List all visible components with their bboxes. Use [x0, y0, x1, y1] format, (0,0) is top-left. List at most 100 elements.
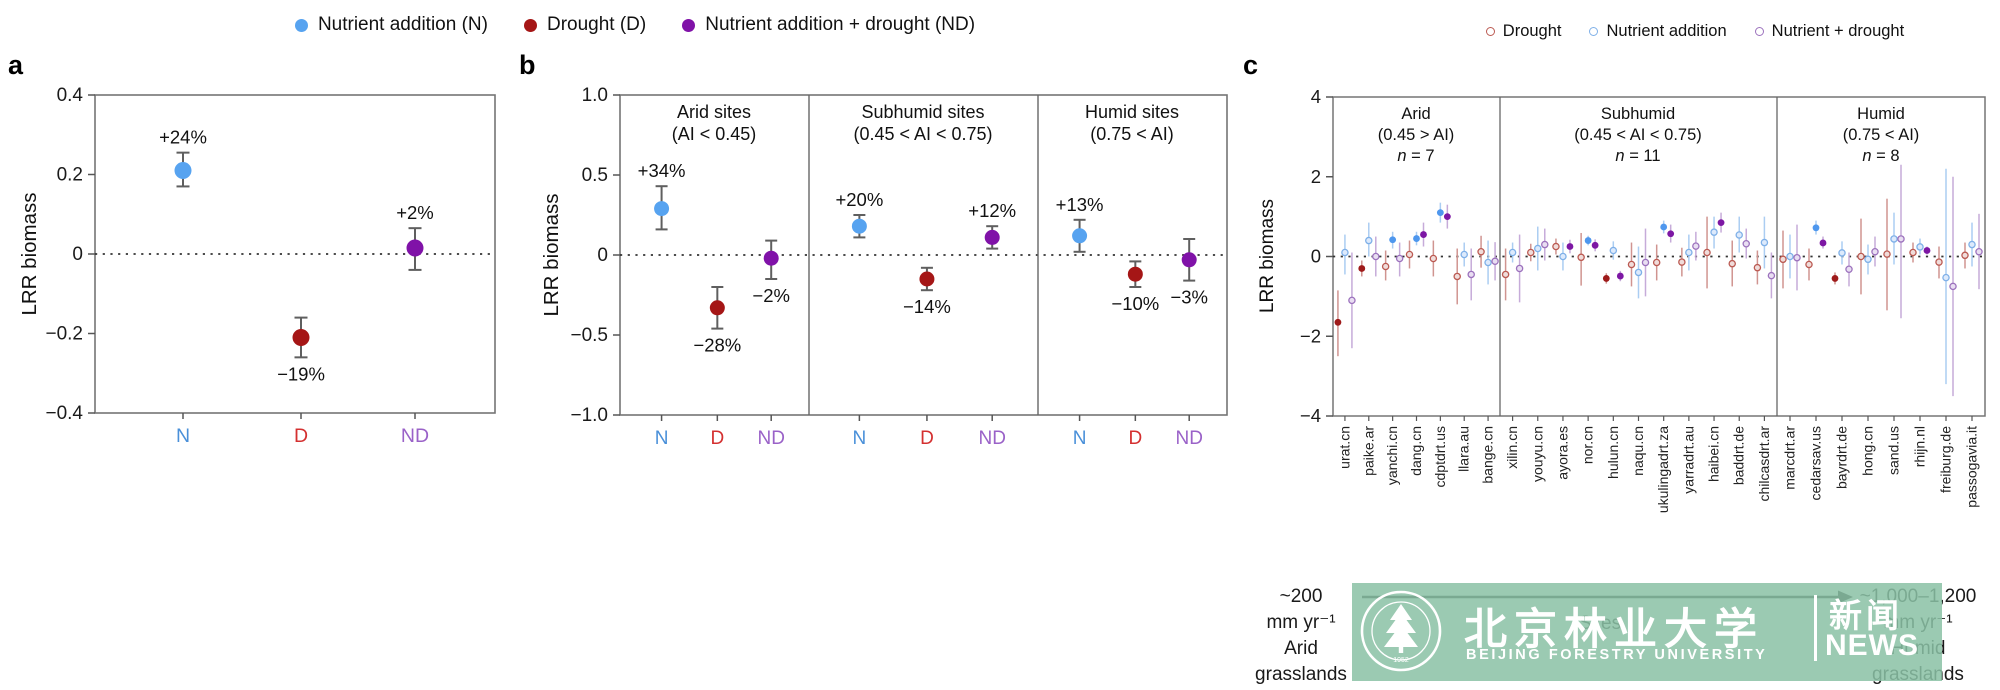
data-point-d [1627, 260, 1636, 269]
data-point-n [1413, 235, 1420, 242]
percent-label: +34% [638, 160, 686, 181]
site-label: youyu.cn [1529, 426, 1545, 482]
data-point-d [1857, 252, 1865, 261]
category-label-ND: ND [978, 428, 1005, 449]
data-point-n [1389, 236, 1397, 244]
drought-dot-icon [523, 18, 537, 32]
data-point-d [1453, 272, 1461, 281]
data-point-N [851, 218, 867, 234]
site-label: paike.ar [1360, 426, 1376, 476]
nutrient-dot-icon [294, 18, 308, 32]
y-tick-label: −4 [1300, 405, 1321, 426]
data-point-nd [1372, 252, 1380, 261]
y-tick-label: 0 [1311, 246, 1321, 267]
data-point-d [1753, 263, 1762, 272]
data-point-nd [1348, 296, 1356, 305]
data-point-D [919, 271, 935, 287]
data-point-d [1405, 250, 1414, 259]
category-label-D: D [920, 428, 934, 449]
category-label-D: D [294, 425, 308, 447]
legend-item-label: Drought [1502, 22, 1562, 40]
site-label: baddrt.de [1731, 426, 1747, 485]
category-label-N: N [1073, 428, 1087, 449]
data-point-ND [406, 239, 424, 257]
percent-label: −14% [903, 296, 951, 317]
data-point-d [1703, 248, 1711, 257]
data-point-nd [1667, 230, 1675, 238]
data-point-nd [1871, 247, 1879, 256]
data-point-N [174, 162, 192, 180]
subpanel-header-subhumid: Subhumid sites (0.45 < AI < 0.75) [853, 102, 993, 144]
university-name-en: BEIJING FORESTRY UNIVERSITY [1466, 647, 1768, 663]
watermark-banner: 1952 北京林业大学 BEIJING FORESTRY UNIVERSITY … [1352, 583, 1942, 681]
data-point-n [1634, 268, 1643, 277]
y-tick-label: 0.5 [582, 165, 608, 186]
data-point-n [1341, 248, 1349, 257]
data-point-n [1942, 273, 1950, 282]
data-point-d [1334, 318, 1342, 326]
site-label: passogavia.it [1964, 426, 1980, 508]
site-label: rhijn.nl [1912, 426, 1928, 467]
data-point-n [1838, 249, 1846, 257]
data-point-n [1968, 240, 1976, 249]
data-point-nd [1541, 240, 1549, 249]
data-point-n [1812, 224, 1820, 232]
y-tick-label: −1.0 [570, 405, 608, 426]
data-point-D [709, 300, 725, 316]
news-label-cn: 新闻 [1829, 597, 1903, 634]
percent-label: +20% [835, 189, 883, 210]
subpanel-header-humid: Humid sites (0.75 < AI) [1084, 102, 1180, 144]
data-point-n [1660, 223, 1668, 231]
y-tick-label: −0.5 [570, 325, 608, 346]
legend-item-label: Nutrient addition + drought (ND) [705, 14, 976, 35]
data-point-nd [1717, 219, 1725, 227]
data-point-nd [1467, 270, 1475, 279]
site-label: yarradrt.au [1680, 426, 1696, 494]
data-point-d [1831, 275, 1839, 282]
percent-label: +13% [1056, 194, 1104, 215]
data-point-n [1534, 244, 1542, 253]
data-point-N [1072, 228, 1088, 244]
data-point-d [1381, 262, 1390, 271]
group-header-subhumid: Subhumid (0.45 < AI < 0.75) n = 11 [1574, 105, 1702, 165]
category-label-N: N [176, 425, 190, 447]
data-point-d [1527, 248, 1535, 257]
legend-item-label: Drought (D) [546, 14, 647, 35]
subpanel-header-arid: Arid sites (AI < 0.45) [671, 102, 757, 144]
percent-label: +24% [159, 127, 207, 148]
data-point-nd [1975, 247, 1983, 256]
data-point-nd [1515, 264, 1524, 273]
data-point-d [1652, 258, 1661, 267]
site-label: hulun.cn [1605, 426, 1621, 479]
data-point-d [1429, 254, 1438, 263]
data-point-n [1584, 237, 1592, 244]
data-point-nd [1819, 239, 1827, 247]
data-point-nd [1566, 243, 1574, 250]
y-tick-label: −0.2 [45, 324, 83, 345]
data-point-nd [1591, 241, 1599, 249]
data-point-d [1805, 260, 1813, 269]
y-tick-label: 0 [597, 245, 608, 266]
news-label-en: NEWS [1825, 629, 1919, 662]
percent-label: −2% [752, 285, 790, 306]
data-point-d [1961, 251, 1969, 260]
site-label: yanchi.cn [1384, 426, 1400, 485]
data-point-nd [1692, 242, 1700, 250]
legend-item-label: Nutrient addition (N) [317, 14, 488, 35]
legend-item-label: Nutrient + drought [1771, 22, 1905, 40]
data-point-n [1864, 255, 1872, 264]
data-point-nd [1443, 213, 1451, 221]
y-tick-label: 4 [1311, 86, 1321, 107]
data-point-d [1501, 270, 1510, 279]
percent-label: +2% [396, 202, 434, 223]
site-label: llara.au [1456, 426, 1472, 472]
site-label: bayrdrt.de [1834, 426, 1850, 489]
y-tick-label: 0.2 [57, 165, 83, 186]
site-label: nor.cn [1580, 426, 1596, 464]
data-point-nd [1949, 282, 1957, 291]
site-label: dang.cn [1408, 426, 1424, 476]
legend-treatments-ab: Nutrient addition (N) Drought (D) Nutrie… [230, 14, 1040, 36]
data-point-d [1577, 253, 1585, 262]
legend-item-label: Nutrient addition [1606, 22, 1727, 40]
